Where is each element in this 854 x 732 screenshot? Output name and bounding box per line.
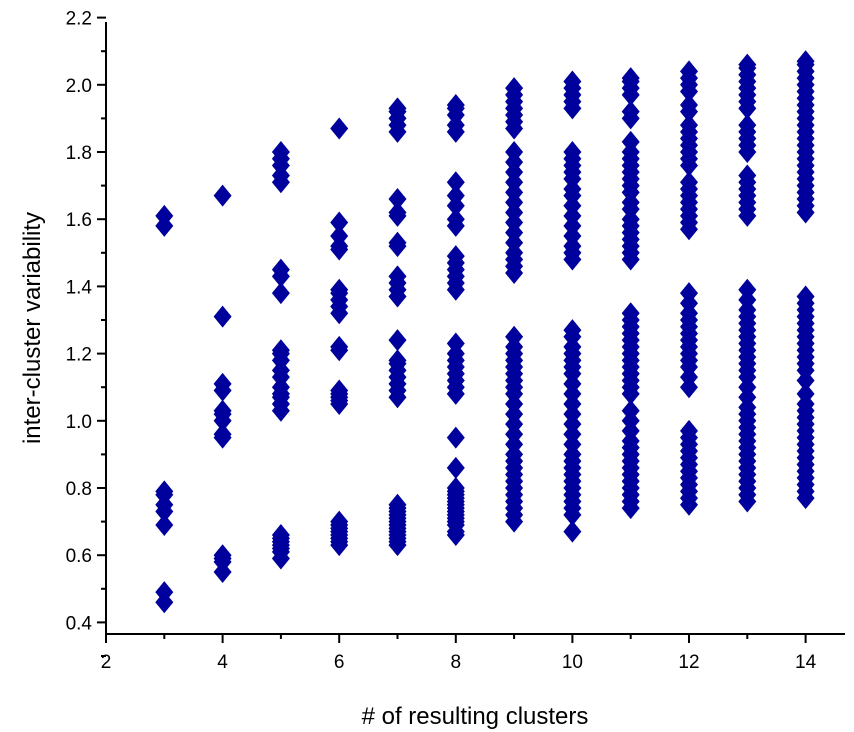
data-point [446,245,465,268]
data-point [621,67,640,90]
x-tick-label: 12 [678,652,699,673]
data-point [155,513,174,536]
data-point [213,399,232,422]
x-axis-ticks: 2 4 6 8 10 12 14 [101,634,817,673]
data-point [446,171,465,194]
x-tick-label: 10 [562,652,583,673]
data-point [388,349,407,372]
data-point [388,231,407,254]
y-tick-label: 2.2 [66,9,92,30]
data-point [505,77,524,100]
data-point [155,581,174,604]
data-point [213,423,232,446]
data-point [738,53,757,76]
y-tick-label: 1.2 [66,345,92,366]
data-point [796,382,815,405]
data-point [271,339,290,362]
y-axis-title: inter-cluster variability [19,212,46,444]
data-point [155,480,174,503]
x-tick-label: 6 [334,652,345,673]
data-point [563,319,582,342]
data-point [388,188,407,211]
x-tick-label: 14 [795,652,817,673]
data-point [330,510,349,533]
data-point [563,520,582,543]
data-point [621,100,640,123]
data-point [330,225,349,247]
data-points [155,50,815,614]
data-point [388,201,407,224]
data-point [621,302,640,325]
data-point [271,141,290,163]
data-point [446,208,465,231]
data-point [155,204,174,227]
data-point [213,184,232,207]
data-point [680,114,698,137]
data-point [446,332,465,355]
y-tick-label: 0.6 [66,546,92,567]
data-point [446,426,465,449]
data-point [446,477,465,499]
data-point [213,544,232,567]
data-point [563,70,582,93]
x-axis-title: # of resulting clusters [362,703,589,730]
y-axis-ticks: 0.4 0.6 0.8 1.0 1.2 1.4 1.6 1.8 2.0 2.2 [66,9,106,657]
data-point [680,93,698,116]
data-point [680,60,698,83]
data-point [621,399,640,422]
data-point [680,419,698,442]
data-point [271,258,290,281]
data-point [388,493,407,516]
data-point [738,164,757,187]
data-point [446,456,465,479]
data-point [330,379,349,402]
data-point [330,278,349,301]
data-point [796,50,815,73]
data-point [213,372,232,395]
y-tick-label: 1.4 [66,277,93,298]
x-tick-label: 4 [217,652,228,673]
axes [105,22,845,635]
data-point [505,325,524,348]
data-point [388,329,407,352]
data-point [446,184,465,207]
data-point [796,285,815,308]
data-point [271,282,290,305]
y-tick-label: 0.4 [66,613,93,634]
data-point [680,171,698,194]
data-point [330,211,349,234]
data-point [213,305,232,328]
y-tick-label: 0.8 [66,479,92,500]
y-tick-label: 1.0 [66,412,92,433]
x-tick-label: 2 [101,652,112,673]
data-point [505,141,524,163]
data-point [738,114,757,137]
y-tick-label: 1.8 [66,143,92,164]
data-point [446,93,465,116]
data-point [680,282,698,305]
data-point [271,524,290,547]
data-point [621,130,640,153]
data-point [388,97,407,120]
data-point [330,117,349,140]
x-tick-label: 8 [451,652,462,673]
data-point [563,141,582,163]
data-point [738,278,757,301]
data-point [330,335,349,358]
y-tick-label: 2.0 [66,76,92,97]
data-point [388,265,407,288]
y-tick-label: 1.6 [66,210,92,231]
